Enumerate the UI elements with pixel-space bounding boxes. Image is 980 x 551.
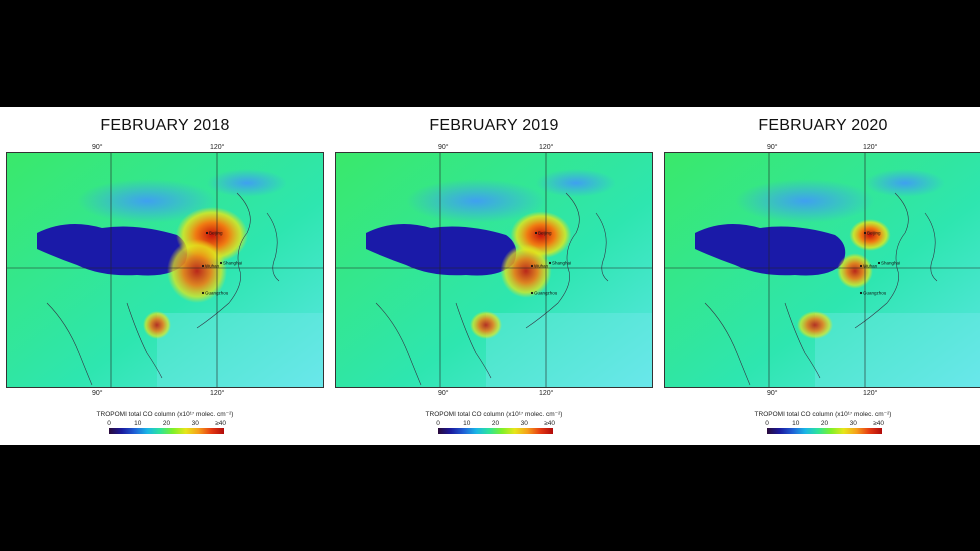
- colorbar-title: TROPOMI total CO column (x10¹⁷ molec. cm…: [754, 411, 892, 418]
- city-marker: [548, 261, 552, 265]
- panel-title: FEBRUARY 2018: [100, 117, 230, 134]
- colorbar-label: 30: [849, 420, 857, 427]
- colorbar-label: 0: [765, 420, 769, 427]
- city-label: Shanghai: [223, 261, 242, 266]
- city-label: Wuhan: [205, 264, 220, 269]
- coastline: [455, 302, 492, 379]
- coastline: [924, 212, 938, 282]
- tibetan-plateau: [37, 224, 188, 276]
- low-co-region: [207, 169, 287, 197]
- lon-tick-90-top: 90°: [438, 144, 449, 151]
- colorbar-label: 0: [436, 420, 440, 427]
- colorbar-label: 10: [463, 420, 471, 427]
- lon-tick-90-top: 90°: [767, 144, 778, 151]
- co-map: Beijing Wuhan Shanghai Guangzhou: [664, 152, 980, 388]
- lon-tick-120-top: 120°: [863, 144, 878, 151]
- city-marker: [859, 264, 863, 268]
- colorbar-title: TROPOMI total CO column (x10¹⁷ molec. cm…: [425, 411, 563, 418]
- city-label: Beijing: [209, 231, 223, 236]
- coastline: [784, 302, 821, 379]
- low-co-region: [406, 179, 546, 223]
- lon-tick-120-top: 120°: [210, 144, 225, 151]
- lon-tick-120-bottom: 120°: [210, 390, 225, 397]
- colorbar-label: 10: [134, 420, 142, 427]
- city-marker: [530, 291, 534, 295]
- city-marker: [863, 231, 867, 235]
- colorbar-label: 30: [191, 420, 199, 427]
- coastline: [595, 212, 609, 282]
- hotspot-north-china: [849, 219, 891, 251]
- colorbar: [438, 428, 553, 434]
- lon-tick-90-bottom: 90°: [438, 390, 449, 397]
- panel-2018: FEBRUARY 2018 90° 120° Beijing Wuhan Shang…: [6, 107, 324, 445]
- panel-title: FEBRUARY 2020: [758, 117, 888, 134]
- co-map: Beijing Wuhan Shanghai Guangzhou: [335, 152, 653, 388]
- city-label: Beijing: [867, 231, 881, 236]
- colorbar-labels: 0 10 20 30 ≥40: [436, 420, 555, 428]
- panel-2019: FEBRUARY 2019 90° 120° Beijing Wuhan Shang…: [335, 107, 653, 445]
- hotspot-indochina: [143, 311, 171, 339]
- colorbar-label: ≥40: [544, 420, 555, 427]
- hotspot-central-china: [500, 244, 552, 298]
- lon-tick-90-top: 90°: [92, 144, 103, 151]
- colorbar-labels: 0 10 20 30 ≥40: [765, 420, 884, 428]
- coastline: [704, 302, 751, 386]
- hotspot-indochina: [797, 311, 833, 339]
- hotspot-central-china: [837, 253, 873, 289]
- city-label: Wuhan: [863, 264, 878, 269]
- lon-tick-90-bottom: 90°: [767, 390, 778, 397]
- hotspot-central-china: [167, 239, 227, 303]
- tibetan-plateau: [695, 224, 846, 276]
- panel-2020: FEBRUARY 2020 90° 120° Beijing Wuhan Shang…: [664, 107, 980, 445]
- city-label: Beijing: [538, 231, 552, 236]
- lon-tick-120-bottom: 120°: [863, 390, 878, 397]
- city-marker: [201, 264, 205, 268]
- colorbar-label: ≥40: [873, 420, 884, 427]
- lon-tick-120-top: 120°: [539, 144, 554, 151]
- city-marker: [859, 291, 863, 295]
- coastline: [266, 212, 280, 282]
- figure-strip: FEBRUARY 2018 90° 120° Beijing Wuhan Shang…: [0, 107, 980, 445]
- coastline: [375, 302, 422, 386]
- colorbar-label: 20: [491, 420, 500, 427]
- colorbar-title: TROPOMI total CO column (x10¹⁷ molec. cm…: [96, 411, 234, 418]
- colorbar-labels: 0 10 20 30 ≥40: [107, 420, 226, 428]
- coastline: [46, 302, 93, 386]
- city-marker: [205, 231, 209, 235]
- ocean-region: [486, 313, 652, 387]
- colorbar-label: 20: [820, 420, 829, 427]
- coastline: [126, 302, 163, 379]
- colorbar-label: 20: [162, 420, 171, 427]
- co-map: Beijing Wuhan Shanghai Guangzhou: [6, 152, 324, 388]
- city-label: Shanghai: [881, 261, 900, 266]
- city-marker: [877, 261, 881, 265]
- ocean-region: [815, 313, 980, 387]
- colorbar: [109, 428, 224, 434]
- city-label: Shanghai: [552, 261, 571, 266]
- colorbar: [767, 428, 882, 434]
- city-label: Guangzhou: [205, 291, 229, 296]
- ocean-region: [157, 313, 323, 387]
- tibetan-plateau: [366, 224, 517, 276]
- colorbar-label: 10: [792, 420, 800, 427]
- colorbar-label: 30: [520, 420, 528, 427]
- low-co-region: [865, 169, 945, 197]
- low-co-region: [77, 179, 217, 223]
- city-label: Guangzhou: [534, 291, 558, 296]
- colorbar-label: ≥40: [215, 420, 226, 427]
- colorbar-label: 0: [107, 420, 111, 427]
- city-marker: [534, 231, 538, 235]
- panel-title: FEBRUARY 2019: [429, 117, 559, 134]
- city-marker: [530, 264, 534, 268]
- low-co-region: [735, 179, 875, 223]
- city-label: Wuhan: [534, 264, 549, 269]
- city-label: Guangzhou: [863, 291, 887, 296]
- city-marker: [201, 291, 205, 295]
- lon-tick-120-bottom: 120°: [539, 390, 554, 397]
- low-co-region: [536, 169, 616, 197]
- lon-tick-90-bottom: 90°: [92, 390, 103, 397]
- hotspot-indochina: [470, 311, 502, 339]
- city-marker: [219, 261, 223, 265]
